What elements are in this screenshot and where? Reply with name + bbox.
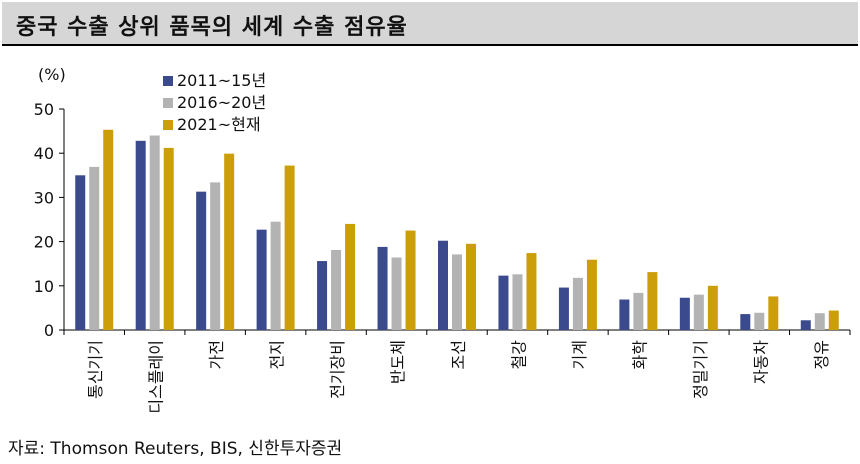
bar-1 xyxy=(800,320,811,330)
bar-1 xyxy=(75,175,86,330)
bar-3 xyxy=(224,153,235,330)
x-category-label: 통신기기 xyxy=(86,340,105,399)
x-category-label: 조선 xyxy=(449,340,468,369)
x-category-label: 디스플레이 xyxy=(147,340,166,414)
bar-1 xyxy=(438,240,448,330)
y-unit-label: (%) xyxy=(38,65,66,84)
bar-1 xyxy=(135,140,146,330)
bar-2 xyxy=(754,312,765,330)
bar-2 xyxy=(270,221,281,330)
bar-2 xyxy=(210,182,221,330)
bar-1 xyxy=(679,297,690,330)
bar-1 xyxy=(558,287,569,330)
x-category-label: 반도체 xyxy=(389,340,408,384)
y-tick-label: 0 xyxy=(44,321,54,340)
x-category-label: 철강 xyxy=(509,340,528,370)
bar-2 xyxy=(89,166,100,330)
bar-2 xyxy=(452,254,462,330)
bar-1 xyxy=(256,229,267,330)
y-tick-label: 40 xyxy=(34,144,54,163)
bar-2 xyxy=(572,277,583,330)
bar-3 xyxy=(405,230,416,330)
y-tick-label: 30 xyxy=(34,188,54,207)
bar-3 xyxy=(466,243,476,330)
y-tick-label: 20 xyxy=(34,233,54,252)
bar-3 xyxy=(163,147,174,330)
x-category-label: 기계 xyxy=(570,340,589,369)
bar-1 xyxy=(498,275,509,330)
y-tick-label: 50 xyxy=(34,100,54,119)
bar-3 xyxy=(586,259,597,330)
bar-2 xyxy=(391,257,402,330)
bar-3 xyxy=(526,253,537,330)
x-category-label: 전기장비 xyxy=(328,340,347,399)
y-tick-label: 10 xyxy=(34,277,54,296)
bar-2 xyxy=(633,292,644,330)
bar-3 xyxy=(768,296,779,330)
bar-3 xyxy=(647,272,658,330)
x-category-label: 정유 xyxy=(812,340,831,369)
x-category-label: 전지 xyxy=(268,340,287,369)
x-category-label: 정밀기기 xyxy=(691,340,710,399)
bar-3 xyxy=(345,223,356,330)
bar-1 xyxy=(196,191,207,330)
legend-swatch-3 xyxy=(163,120,173,130)
x-category-label: 화학 xyxy=(630,340,649,370)
x-category-label: 가전 xyxy=(207,340,226,369)
bar-2 xyxy=(693,294,704,330)
chart-title: 중국 수출 상위 품목의 세계 수출 점유율 xyxy=(16,15,408,40)
source-note: 자료: Thomson Reuters, BIS, 신한투자증권 xyxy=(8,439,343,459)
bar-3 xyxy=(828,310,839,330)
legend-swatch-1 xyxy=(163,76,173,86)
bar-2 xyxy=(149,135,160,330)
legend-label-3: 2021~현재 xyxy=(177,115,261,134)
legend-label-1: 2011~15년 xyxy=(177,71,266,90)
bar-3 xyxy=(707,285,718,330)
bar-2 xyxy=(331,249,342,330)
bar-3 xyxy=(284,165,295,330)
bar-2 xyxy=(814,313,825,330)
bar-3 xyxy=(103,129,114,330)
bar-1 xyxy=(377,246,388,330)
x-category-label: 자동차 xyxy=(751,340,770,384)
title-bar: 중국 수출 상위 품목의 세계 수출 점유율 xyxy=(2,2,858,46)
bar-1 xyxy=(317,261,328,330)
bar-1 xyxy=(740,314,751,330)
legend-swatch-2 xyxy=(163,98,173,108)
bar-1 xyxy=(619,299,630,330)
bar-2 xyxy=(512,274,523,330)
legend-label-2: 2016~20년 xyxy=(177,93,266,112)
